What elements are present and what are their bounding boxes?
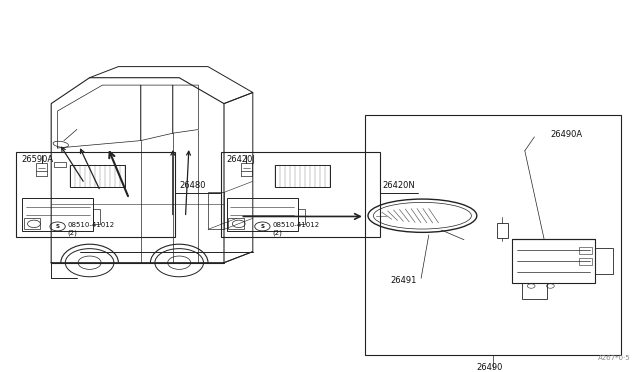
Bar [16,152,175,237]
Bar [22,198,93,231]
Bar [365,115,621,355]
Bar [36,163,47,171]
Bar [522,283,547,299]
Text: (2): (2) [68,230,77,236]
Bar [579,258,592,265]
Bar [93,209,100,224]
Text: S: S [56,224,60,229]
Bar [70,165,125,187]
Bar [24,218,40,230]
Bar [298,209,305,224]
Text: S: S [260,224,264,229]
Bar [54,162,66,167]
Bar [228,218,244,230]
Bar [241,163,252,171]
Bar [275,165,330,187]
Text: 08510-41012: 08510-41012 [68,222,115,228]
Bar [512,239,595,283]
Text: A267*0·5: A267*0·5 [598,355,630,361]
Text: 26490A: 26490A [550,130,582,139]
Text: 26420N: 26420N [382,180,415,190]
Text: 26590A: 26590A [21,155,53,164]
Bar [227,198,298,231]
Bar [595,247,613,274]
Bar [221,152,380,237]
Text: 26480: 26480 [180,180,206,190]
Text: 26491: 26491 [390,276,417,285]
Text: 08510-41012: 08510-41012 [273,222,320,228]
Text: (2): (2) [273,230,282,236]
Bar [208,192,224,230]
Text: 26420J: 26420J [226,155,255,164]
Bar [497,223,508,238]
Text: 26490: 26490 [477,363,503,372]
Bar [579,247,592,254]
